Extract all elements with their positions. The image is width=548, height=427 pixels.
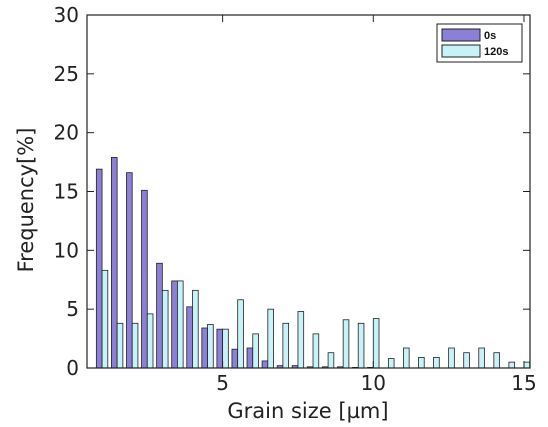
y-tick-label-10: 10 [54, 238, 79, 262]
bar-120s-bin-25 [463, 352, 470, 369]
legend-swatch-120s [441, 44, 481, 58]
bar-120s-bin-3 [131, 322, 139, 369]
bar-120s-bin-29 [523, 361, 531, 369]
bar-120s-bin-15 [312, 333, 320, 369]
ticks-layer: 0 5 10 15 20 25 30 5 10 15 [54, 3, 537, 395]
bar-120s-bin-23 [433, 357, 440, 369]
bar-0s-bin-3 [126, 172, 133, 369]
x-axis-label: Grain size [µm] [227, 399, 388, 423]
bar-120s-bin-17 [342, 319, 350, 369]
bar-120s-bin-14 [297, 311, 305, 369]
x-tick-label-15: 15 [511, 371, 536, 395]
bar-120s-bin-18 [357, 322, 365, 369]
x-tick-label-5: 5 [216, 371, 229, 395]
y-tick-label-25: 25 [54, 62, 79, 86]
bar-120s-bin-11 [252, 333, 259, 369]
bar-120s-bin-27 [493, 352, 500, 369]
bar-120s-bin-21 [403, 347, 410, 369]
legend: 0s 120s [436, 23, 523, 63]
bar-0s-bin-9 [216, 328, 224, 369]
bar-120s-bin-10 [237, 299, 244, 369]
bar-0s-bin-10 [231, 348, 239, 369]
bar-120s-bin-12 [267, 308, 274, 369]
bar-120s-bin-19 [372, 318, 380, 369]
bar-0s-bin-6 [171, 280, 178, 369]
y-tick-label-0: 0 [66, 356, 79, 380]
bar-120s-bin-28 [508, 361, 516, 369]
bar-0s-bin-7 [186, 306, 193, 369]
plot-frame [86, 14, 531, 369]
bar-0s-bin-1 [95, 168, 103, 369]
bar-0s-bin-8 [201, 327, 208, 369]
y-tick-label-30: 30 [54, 3, 79, 27]
y-axis-label: Frequency[%] [14, 128, 38, 273]
y-tick-label-20: 20 [54, 121, 79, 145]
bars-layer [95, 156, 531, 369]
legend-swatch-0s [441, 28, 481, 42]
x-tick-label-10: 10 [361, 371, 386, 395]
bar-120s-bin-1 [101, 269, 109, 369]
bar-0s-bin-11 [246, 347, 254, 369]
bar-120s-bin-26 [478, 347, 485, 369]
bar-120s-bin-20 [387, 358, 395, 369]
bar-0s-bin-12 [261, 360, 269, 369]
bar-120s-bin-6 [177, 280, 184, 369]
bar-120s-bin-5 [161, 289, 169, 369]
bar-120s-bin-2 [116, 322, 124, 369]
legend-label-120s: 120s [484, 46, 508, 58]
bar-120s-bin-16 [327, 352, 335, 369]
bar-120s-bin-7 [192, 289, 199, 369]
bar-120s-bin-24 [448, 347, 455, 369]
bar-0s-bin-2 [111, 156, 118, 369]
legend-label-0s: 0s [484, 30, 496, 42]
bar-120s-bin-4 [146, 313, 154, 369]
y-tick-label-15: 15 [54, 180, 79, 204]
bar-120s-bin-8 [207, 324, 214, 369]
bar-0s-bin-4 [141, 189, 148, 369]
bar-120s-bin-22 [418, 357, 425, 369]
bar-120s-bin-9 [222, 328, 229, 369]
bar-120s-bin-13 [282, 322, 290, 369]
y-tick-label-5: 5 [66, 297, 79, 321]
bar-0s-bin-5 [156, 262, 163, 369]
